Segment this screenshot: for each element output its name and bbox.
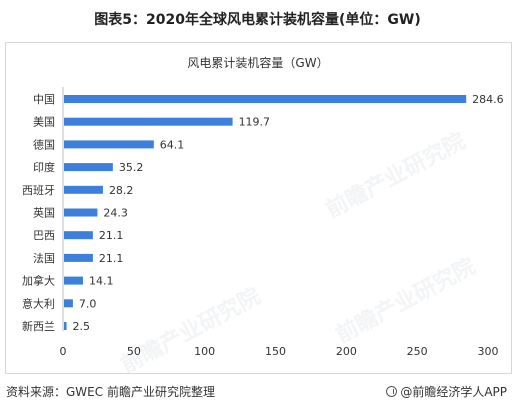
category-label-8: 法国 xyxy=(33,251,55,265)
watermark-3: 前瞻产业研究院 xyxy=(117,283,265,373)
bar-4 xyxy=(64,163,113,172)
bar-6 xyxy=(64,208,98,217)
bar-3 xyxy=(64,140,154,149)
bar-5 xyxy=(64,185,103,194)
value-label-8: 21.1 xyxy=(99,252,124,265)
bar-11 xyxy=(64,322,67,330)
source-note: 资料来源：GWEC 前瞻产业研究院整理 xyxy=(6,385,215,399)
category-label-1: 中国 xyxy=(33,93,55,106)
value-label-10: 7.0 xyxy=(79,297,97,310)
x-tick-label-2: 50 xyxy=(127,345,141,358)
category-label-5: 西班牙 xyxy=(22,184,55,197)
value-label-4: 35.2 xyxy=(119,161,144,174)
bar-7 xyxy=(64,231,93,240)
category-label-6: 英国 xyxy=(33,206,55,220)
category-label-9: 加拿大 xyxy=(22,274,55,288)
value-label-11: 2.5 xyxy=(73,320,91,333)
category-label-4: 印度 xyxy=(33,160,55,174)
bar-2 xyxy=(64,117,233,126)
value-label-9: 14.1 xyxy=(89,275,114,288)
value-label-1: 284.6 xyxy=(472,93,504,106)
category-label-7: 巴西 xyxy=(33,229,55,242)
brand-logo-icon xyxy=(386,386,398,397)
bar-8 xyxy=(64,253,93,262)
value-label-3: 64.1 xyxy=(160,138,185,151)
chart-container: 前瞻产业研究院 前瞻产业研究院 前瞻产业研究院 风电累计装机容量（GW） 中国 284.6… xyxy=(5,42,512,374)
bar-9 xyxy=(64,276,83,285)
watermark-1: 前瞻产业研究院 xyxy=(322,128,470,223)
bar-1 xyxy=(64,95,467,103)
category-label-3: 德国 xyxy=(33,137,55,151)
chart-title: 风电累计装机容量（GW） xyxy=(187,55,328,70)
category-label-10: 意大利 xyxy=(22,296,55,310)
brand-credit-text: @前瞻经济学人APP xyxy=(400,385,507,399)
x-tick-label-7: 300 xyxy=(478,345,499,358)
x-tick-label-1: 0 xyxy=(60,345,67,358)
watermark-2: 前瞻产业研究院 xyxy=(332,253,480,348)
bar-10 xyxy=(64,299,73,308)
value-label-6: 24.3 xyxy=(103,207,128,220)
x-tick-label-4: 150 xyxy=(265,345,286,358)
x-tick-label-6: 250 xyxy=(407,345,428,358)
value-label-7: 21.1 xyxy=(99,229,124,242)
value-label-5: 28.2 xyxy=(109,184,134,197)
brand-credit: @前瞻经济学人APP xyxy=(386,383,507,400)
category-label-11: 新西兰 xyxy=(22,319,55,333)
x-tick-label-5: 200 xyxy=(336,345,357,358)
x-tick-label-3: 100 xyxy=(194,345,215,358)
figure-title: 图表5：2020年全球风电累计装机容量(单位：GW) xyxy=(94,12,421,28)
value-label-2: 119.7 xyxy=(239,116,271,129)
category-label-2: 美国 xyxy=(33,116,55,129)
